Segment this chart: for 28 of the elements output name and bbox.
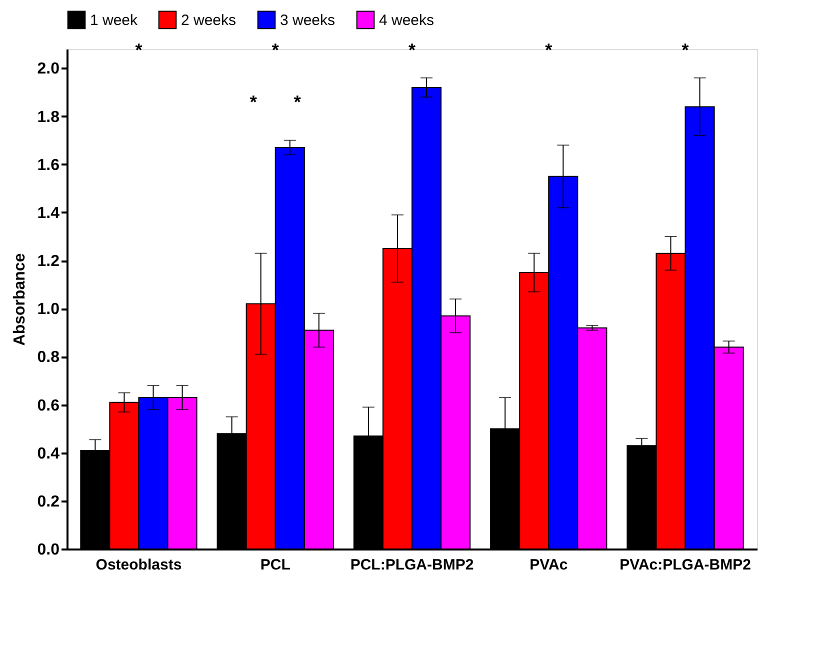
annotation: *	[294, 92, 301, 112]
x-tick-label: PVAc	[530, 556, 568, 574]
legend-label: 1 week	[90, 12, 138, 29]
y-tick-label: 0.8	[37, 349, 60, 366]
y-tick-label: 1.6	[37, 156, 60, 174]
annotation: *	[135, 40, 142, 60]
legend-label: 3 weeks	[280, 12, 336, 29]
y-tick-label: 2.0	[37, 60, 60, 78]
y-tick-label: 1.4	[37, 204, 60, 222]
legend-label: 2 weeks	[181, 12, 236, 29]
y-tick-label: 1.8	[37, 108, 60, 126]
annotation: *	[250, 92, 257, 112]
annotation: *	[682, 40, 689, 60]
x-tick-label: Osteoblasts	[96, 556, 182, 574]
annotation: *	[408, 40, 416, 60]
x-tick-label: PCL:PLGA-BMP2	[350, 556, 474, 574]
annotation: *	[272, 40, 279, 60]
y-tick-label: 0.6	[37, 397, 60, 414]
x-tick-label: PCL	[260, 556, 290, 574]
y-tick-label: 0.4	[37, 445, 60, 462]
legend-label: 4 weeks	[379, 12, 434, 29]
x-tick-label: PVAc:PLGA-BMP2	[620, 556, 751, 574]
y-tick-label: 1.2	[37, 253, 60, 270]
y-tick-label: 0.2	[37, 493, 60, 510]
y-tick-label: 1.0	[37, 301, 60, 318]
y-axis-title: Absorbance	[11, 253, 28, 346]
y-tick-label: 0.0	[37, 542, 60, 558]
annotation: *	[545, 40, 552, 60]
